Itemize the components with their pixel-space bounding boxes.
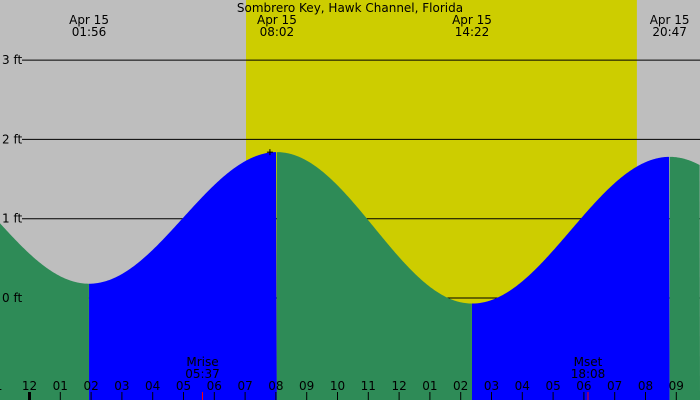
falling-tide-area [276, 152, 473, 400]
x-tick-label: 01 [422, 379, 437, 393]
x-tick-label: 05 [176, 379, 191, 393]
extreme-time: 01:56 [72, 25, 107, 39]
falling-tide-area [0, 223, 90, 400]
extreme-time: 08:02 [260, 25, 295, 39]
y-tick-label: 3 ft [2, 53, 22, 67]
x-tick-label: 07 [237, 379, 252, 393]
tide-water [0, 149, 700, 400]
extreme-date: Apr 15 [69, 13, 109, 27]
rising-tide-area [472, 156, 670, 400]
crosshair-marker [266, 149, 273, 156]
x-tick-label: 12 [22, 379, 37, 393]
x-tick-label: 06 [207, 379, 222, 393]
chart-title: Sombrero Key, Hawk Channel, Florida [237, 1, 463, 15]
x-tick-label: 06 [576, 379, 591, 393]
moon-event-label: Mset [574, 355, 603, 369]
y-tick-label: 1 ft [2, 212, 22, 226]
x-tick-label: 09 [299, 379, 314, 393]
x-tick-label: 08 [638, 379, 653, 393]
x-tick-label: 03 [114, 379, 129, 393]
rising-tide-area [89, 152, 277, 400]
x-tick-label: 01 [53, 379, 68, 393]
x-tick-label: 09 [669, 379, 684, 393]
moon-event-time: 05:37 [185, 367, 220, 381]
y-tick-label: 0 ft [2, 291, 22, 305]
extreme-date: Apr 15 [650, 13, 690, 27]
x-tick-label: 10 [330, 379, 345, 393]
extreme-date: Apr 15 [257, 13, 297, 27]
extreme-date: Apr 15 [452, 13, 492, 27]
x-tick-label: 04 [515, 379, 530, 393]
x-tick-label: 05 [545, 379, 560, 393]
y-axis-labels: 3 ft 2 ft 1 ft 0 ft [2, 53, 22, 305]
y-tick-label: 2 ft [2, 132, 22, 146]
extreme-time: 20:47 [652, 25, 687, 39]
moon-event-label: Mrise [186, 355, 218, 369]
x-tick-label: 02 [83, 379, 98, 393]
x-tick-label: 02 [453, 379, 468, 393]
x-tick-label: 1 [0, 379, 3, 393]
x-tick-label: 04 [145, 379, 160, 393]
x-tick-label: 08 [268, 379, 283, 393]
x-tick-label: 07 [607, 379, 622, 393]
falling-tide-area [669, 156, 700, 400]
x-tick-label: 11 [361, 379, 376, 393]
moon-event-time: 18:08 [571, 367, 606, 381]
extreme-time: 14:22 [455, 25, 490, 39]
x-tick-label: 03 [484, 379, 499, 393]
x-tick-label: 12 [391, 379, 406, 393]
x-axis: 1 12 01 02 03 04 05 06 07 08 09 10 11 12 01 02 03 04 05 06 0… [0, 379, 684, 400]
